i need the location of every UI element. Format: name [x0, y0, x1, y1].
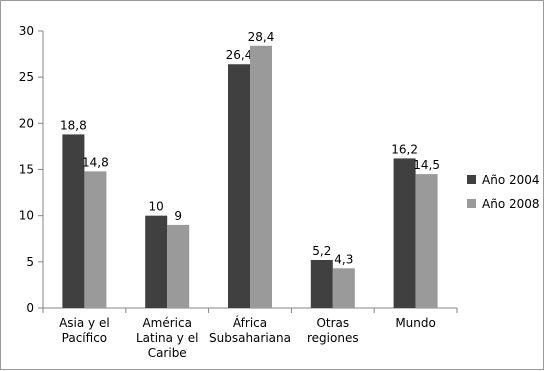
bar-2004: [310, 259, 333, 308]
data-label: 14,8: [82, 155, 109, 169]
y-tick-label: 15: [19, 163, 34, 177]
x-category-label: Otras regiones: [307, 316, 359, 345]
bar-2008: [332, 268, 355, 308]
bar-2004: [62, 134, 85, 308]
legend-swatch: [467, 175, 476, 184]
legend-swatch: [467, 199, 476, 208]
bar-2004: [228, 64, 250, 308]
y-tick-label: 0: [26, 301, 34, 315]
y-tick-label: 20: [19, 116, 34, 130]
x-category-label: África Subsahariana: [209, 315, 291, 345]
legend-label: Año 2004: [482, 173, 540, 187]
y-tick-label: 25: [19, 70, 34, 84]
bar-2008: [250, 45, 272, 308]
x-category-label: América Latina y el Caribe: [136, 316, 198, 360]
data-label: 9: [174, 209, 182, 223]
bar-2008: [167, 224, 190, 308]
y-tick-label: 5: [26, 255, 34, 269]
x-category-label: Asia y el Pacífico: [59, 316, 110, 345]
data-label: 10: [149, 200, 164, 214]
data-label: 16,2: [391, 142, 418, 156]
legend-label: Año 2008: [482, 197, 540, 211]
data-label: 5,2: [312, 244, 331, 258]
bar-2004: [145, 215, 168, 308]
data-label: 14,5: [413, 158, 440, 172]
y-tick-label: 10: [19, 209, 34, 223]
bar-2008: [84, 171, 107, 308]
bar-2004: [393, 158, 416, 308]
bar-2008: [415, 174, 438, 308]
data-label: 26,4: [226, 48, 253, 62]
y-tick-label: 30: [19, 24, 34, 38]
x-category-label: Mundo: [395, 316, 436, 330]
data-label: 4,3: [334, 252, 353, 266]
data-label: 18,8: [60, 118, 87, 132]
data-label: 28,4: [248, 30, 275, 44]
